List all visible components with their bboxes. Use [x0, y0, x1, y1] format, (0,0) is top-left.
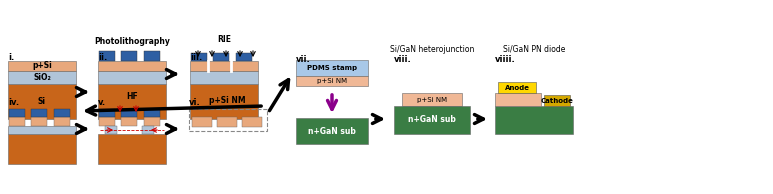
- FancyBboxPatch shape: [190, 61, 258, 71]
- Text: p+Si NM: p+Si NM: [209, 96, 245, 105]
- Text: Si/GaN heterojunction: Si/GaN heterojunction: [390, 45, 474, 54]
- Text: Cathode: Cathode: [540, 98, 574, 104]
- FancyBboxPatch shape: [544, 95, 570, 106]
- Text: viiii.: viiii.: [495, 55, 516, 64]
- Text: vi.: vi.: [189, 98, 201, 107]
- FancyBboxPatch shape: [498, 82, 536, 93]
- FancyBboxPatch shape: [144, 117, 160, 126]
- FancyBboxPatch shape: [191, 53, 207, 61]
- Text: i.: i.: [8, 53, 14, 62]
- Text: SiO₂: SiO₂: [33, 73, 51, 81]
- Text: n+GaN sub: n+GaN sub: [308, 126, 356, 135]
- FancyBboxPatch shape: [190, 84, 258, 119]
- FancyBboxPatch shape: [296, 118, 368, 144]
- FancyBboxPatch shape: [190, 71, 258, 84]
- FancyBboxPatch shape: [8, 134, 76, 164]
- FancyBboxPatch shape: [98, 61, 166, 71]
- Text: ii.: ii.: [98, 53, 107, 62]
- FancyBboxPatch shape: [402, 93, 462, 106]
- FancyBboxPatch shape: [192, 117, 212, 127]
- FancyBboxPatch shape: [54, 109, 70, 117]
- FancyBboxPatch shape: [98, 71, 166, 84]
- FancyBboxPatch shape: [394, 106, 470, 134]
- FancyBboxPatch shape: [8, 126, 76, 134]
- Text: Anode: Anode: [505, 85, 530, 91]
- FancyBboxPatch shape: [99, 51, 115, 61]
- FancyBboxPatch shape: [9, 117, 25, 126]
- Text: n+GaN sub: n+GaN sub: [408, 115, 456, 125]
- FancyBboxPatch shape: [99, 109, 115, 117]
- FancyBboxPatch shape: [8, 61, 76, 71]
- FancyBboxPatch shape: [31, 117, 47, 126]
- FancyBboxPatch shape: [121, 109, 137, 117]
- FancyBboxPatch shape: [8, 84, 76, 119]
- FancyBboxPatch shape: [121, 117, 137, 126]
- Text: iv.: iv.: [8, 98, 19, 107]
- Text: RIE: RIE: [217, 35, 231, 44]
- Text: v.: v.: [98, 98, 106, 107]
- Text: vii.: vii.: [296, 55, 311, 64]
- FancyBboxPatch shape: [105, 126, 117, 134]
- FancyBboxPatch shape: [54, 117, 70, 126]
- FancyBboxPatch shape: [495, 106, 573, 134]
- FancyBboxPatch shape: [99, 117, 115, 126]
- Text: p+Si NM: p+Si NM: [317, 78, 347, 84]
- Text: iii.: iii.: [190, 53, 203, 62]
- FancyBboxPatch shape: [9, 109, 25, 117]
- FancyBboxPatch shape: [31, 109, 47, 117]
- FancyBboxPatch shape: [98, 84, 166, 119]
- FancyBboxPatch shape: [495, 93, 541, 106]
- FancyBboxPatch shape: [213, 53, 229, 61]
- FancyBboxPatch shape: [8, 71, 76, 84]
- FancyBboxPatch shape: [236, 53, 252, 61]
- Text: Si/GaN PN diode: Si/GaN PN diode: [502, 45, 565, 54]
- Text: viii.: viii.: [394, 55, 412, 64]
- FancyBboxPatch shape: [144, 109, 160, 117]
- FancyBboxPatch shape: [242, 117, 262, 127]
- FancyBboxPatch shape: [142, 126, 154, 134]
- FancyBboxPatch shape: [144, 51, 160, 61]
- Text: PDMS stamp: PDMS stamp: [307, 65, 357, 71]
- FancyBboxPatch shape: [121, 51, 137, 61]
- FancyBboxPatch shape: [217, 117, 237, 127]
- Text: Si: Si: [38, 96, 46, 106]
- FancyBboxPatch shape: [296, 60, 368, 76]
- FancyBboxPatch shape: [296, 76, 368, 86]
- Text: Photolithography: Photolithography: [94, 37, 170, 46]
- Text: p+Si NM: p+Si NM: [417, 97, 447, 103]
- Text: HF: HF: [126, 92, 138, 101]
- Text: p+Si: p+Si: [32, 61, 52, 70]
- FancyBboxPatch shape: [98, 134, 166, 164]
